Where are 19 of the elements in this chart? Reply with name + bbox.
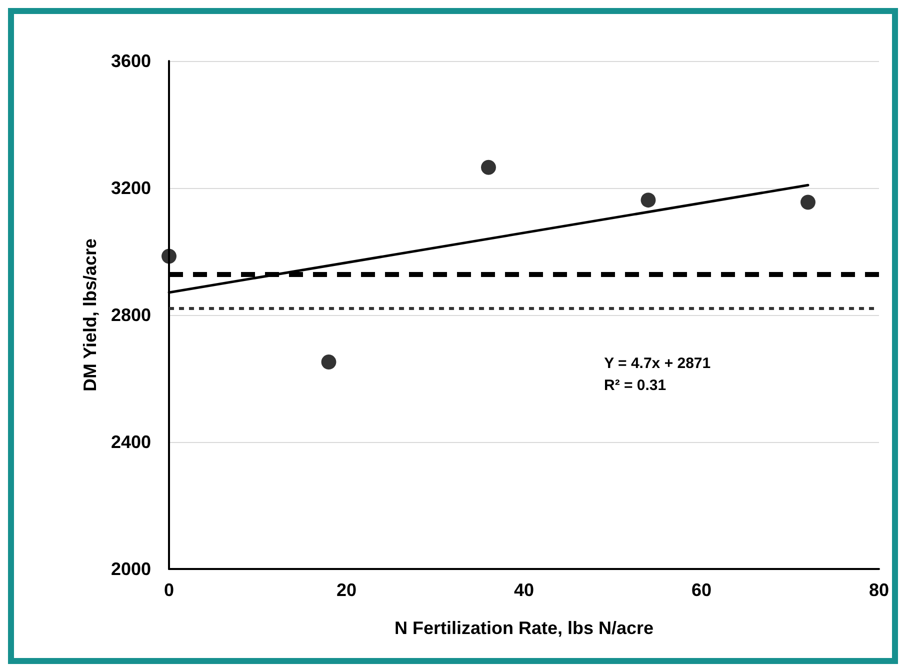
y-tick-label: 3200 (110, 178, 151, 198)
point (640, 192, 656, 208)
y-tick-label: 2000 (110, 559, 151, 579)
x-tick-label: 60 (691, 580, 712, 600)
x-axis-title: N Fertilization Rate, lbs N/acre (394, 618, 654, 638)
y-axis-title: DM Yield, lbs/acre (80, 238, 100, 392)
y-tick-label: 2400 (110, 432, 151, 452)
x-tick-label: 20 (336, 580, 357, 600)
point (321, 354, 336, 370)
point (162, 248, 176, 264)
y-tick-label: 2800 (110, 305, 151, 325)
x-tick-label: 80 (868, 580, 890, 600)
y-tick-label: 3600 (110, 51, 151, 71)
x-tick-label: 0 (164, 580, 174, 600)
annotation: R² = 0.31 (604, 377, 666, 394)
x-tick-label: 40 (514, 580, 534, 600)
annotation: Y = 4.7x + 2871 (604, 355, 711, 372)
point (481, 160, 496, 175)
point (800, 194, 816, 210)
